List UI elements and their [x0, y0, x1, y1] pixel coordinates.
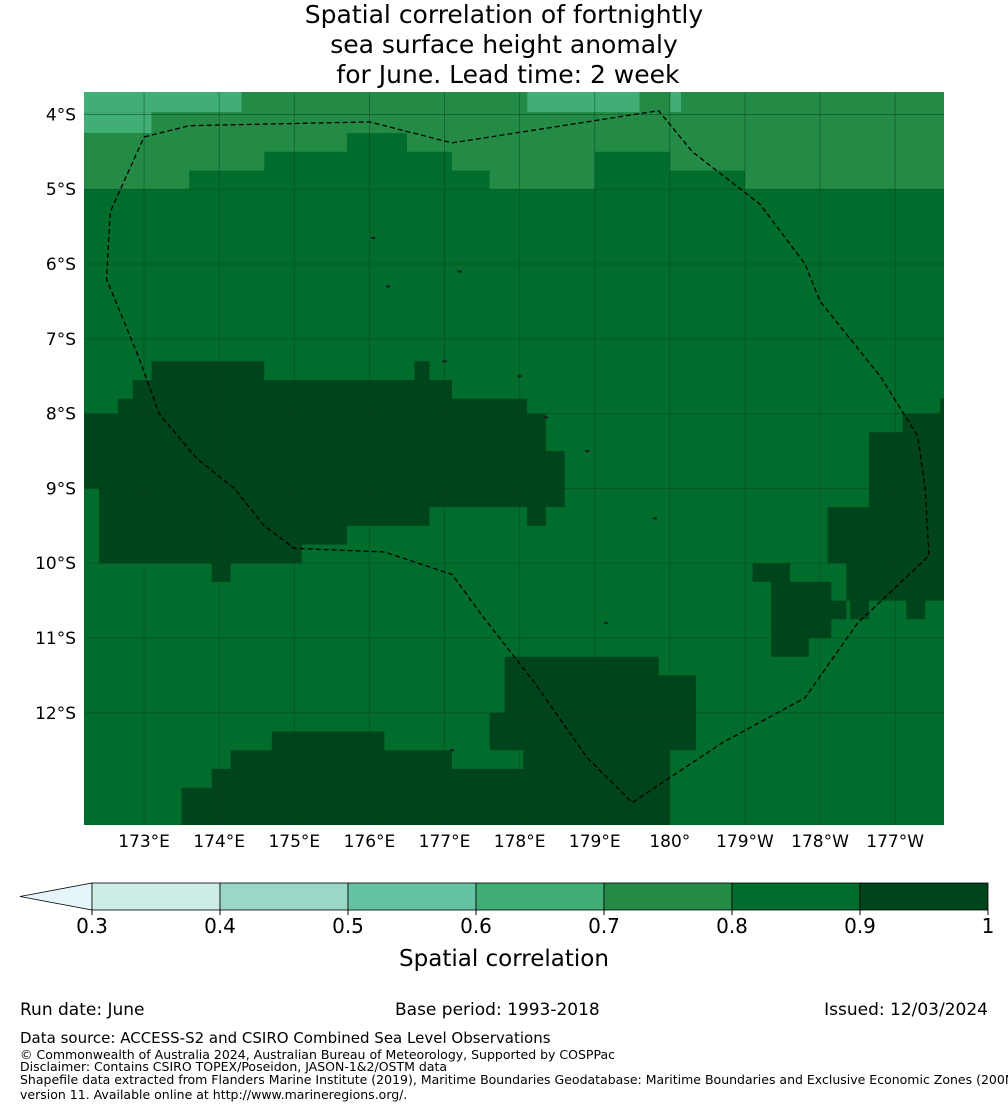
x-tick-label: 180°	[649, 832, 690, 852]
disclaimer: Disclaimer: Contains CSIRO TOPEX/Poseido…	[20, 1059, 448, 1074]
x-tick-label: 179°W	[716, 832, 774, 852]
y-tick-label: 6°S	[46, 255, 76, 275]
map-layer: 173°E 174°E 175°E 176°E 177°E 178°E 179°E 180° 1…	[35, 92, 944, 852]
x-tick-label: 178°E	[494, 832, 546, 852]
correlation-region	[669, 92, 682, 113]
correlation-region	[84, 92, 944, 190]
colorbar-tick-label: 0.6	[460, 914, 492, 938]
colorbar-bin	[347, 882, 477, 911]
x-tick-label: 177°W	[866, 832, 924, 852]
colorbar-tick-label: 0.9	[844, 914, 876, 938]
colorbar-bin	[859, 882, 989, 911]
island-marker	[517, 375, 522, 378]
title-line-2: sea surface height anomaly	[330, 30, 678, 59]
title-line-3: for June. Lead time: 2 week	[328, 60, 680, 89]
island-marker	[603, 621, 609, 625]
colorbar-bin	[91, 882, 221, 911]
correlation-region	[827, 398, 944, 620]
y-tick-label: 5°S	[46, 180, 76, 200]
map-plot: 173°E 174°E 175°E 176°E 177°E 178°E 179°E 180° 1…	[35, 92, 944, 852]
island-marker	[449, 749, 455, 752]
y-tick-label: 9°S	[46, 479, 76, 499]
issued-date: Issued: 12/03/2024	[824, 1000, 988, 1020]
colorbar-bin	[219, 882, 349, 911]
y-tick-label: 4°S	[46, 105, 76, 125]
colorbar-bin	[603, 882, 733, 911]
colorbar-tick-label: 1	[982, 914, 995, 938]
x-tick-label: 175°E	[268, 832, 320, 852]
x-tick-label: 177°E	[419, 832, 471, 852]
island-marker	[370, 236, 376, 239]
title-line-1: Spatial correlation of fortnightly	[304, 0, 704, 29]
island-marker	[385, 285, 391, 288]
x-tick-label: 176°E	[344, 832, 396, 852]
base-period: Base period: 1993-2018	[395, 1000, 600, 1020]
shapefile-credit-2: version 11. Available online at http://w…	[20, 1087, 408, 1102]
colorbar-tick-label: 0.4	[204, 914, 236, 938]
eez-boundary	[105, 110, 930, 804]
chart-title: Spatial correlation of fortnightly sea s…	[254, 0, 754, 90]
colorbar-tick-label: 0.7	[588, 914, 620, 938]
island-marker	[543, 416, 549, 419]
y-tick-label: 7°S	[46, 330, 76, 350]
island-marker	[457, 270, 462, 273]
colorbar-tick-label: 0.3	[76, 914, 108, 938]
colorbar-bin	[475, 882, 605, 911]
colorbar-label: Spatial correlation	[399, 946, 609, 972]
island-marker	[652, 517, 658, 520]
colorbar-tick-label: 0.5	[332, 914, 364, 938]
y-tick-label: 12°S	[35, 704, 76, 724]
y-tick-label: 10°S	[35, 554, 76, 574]
y-tick-label: 8°S	[46, 405, 76, 425]
correlation-region	[527, 92, 640, 113]
y-tick-label: 11°S	[35, 629, 76, 649]
colorbar-layer: 0.3 0.4 0.5 0.6 0.7 0.8 0.9 1	[19, 882, 995, 938]
x-tick-label: 173°E	[118, 832, 170, 852]
x-tick-label: 174°E	[193, 832, 245, 852]
correlation-region	[181, 656, 697, 825]
island-marker	[442, 360, 447, 363]
x-tick-label: 179°E	[569, 832, 621, 852]
correlation-region	[84, 112, 152, 134]
plot-area	[84, 92, 944, 825]
colorbar-underflow-triangle	[19, 882, 93, 911]
run-date: Run date: June	[20, 1000, 145, 1020]
island-marker	[585, 449, 590, 453]
data-source: Data source: ACCESS-S2 and CSIRO Combine…	[20, 1029, 551, 1047]
copyright: © Commonwealth of Australia 2024, Austra…	[20, 1047, 615, 1062]
colorbar-tick-label: 0.8	[716, 914, 748, 938]
shapefile-credit-1: Shapefile data extracted from Flanders M…	[20, 1072, 1008, 1087]
colorbar-bin	[731, 882, 861, 911]
correlation-region	[752, 563, 847, 657]
correlation-region	[84, 92, 242, 113]
x-tick-label: 178°W	[791, 832, 849, 852]
